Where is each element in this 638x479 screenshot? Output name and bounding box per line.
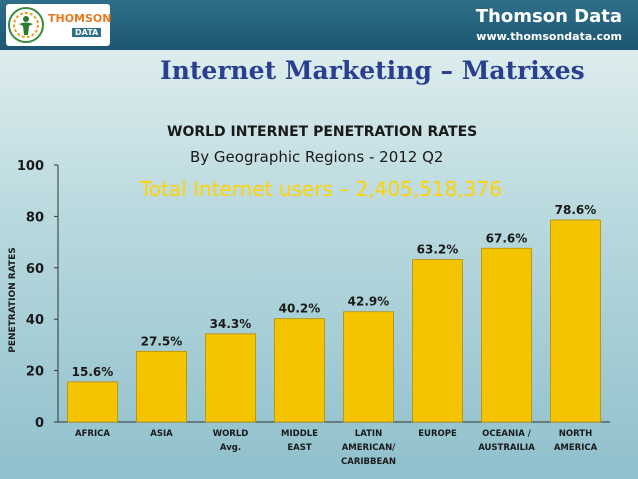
category-label: MIDDLE EAST bbox=[281, 429, 318, 453]
category-label-line: MIDDLE bbox=[281, 429, 318, 439]
data-label: 40.2% bbox=[279, 302, 321, 316]
y-tick-group: 0 20 40 60 80 100 bbox=[17, 159, 58, 431]
category-label-group: AFRICA ASIA WORLD Avg. MIDDLE EAST LATIN AMERIC… bbox=[75, 429, 598, 467]
total-users-annotation: Total Internet users – 2,405,518,376 bbox=[140, 177, 502, 201]
bar bbox=[274, 318, 325, 423]
category-label-line: CARIBBEAN bbox=[341, 457, 396, 467]
category-label-line: EAST bbox=[287, 443, 312, 453]
category-label: OCEANIA / AUSTRAILIA bbox=[478, 429, 535, 453]
data-label: 42.9% bbox=[348, 295, 390, 309]
y-axis-label: PENETRATION RATES bbox=[8, 247, 18, 353]
category-label: WORLD Avg. bbox=[213, 429, 249, 453]
category-label-line: Avg. bbox=[220, 443, 241, 453]
bar bbox=[412, 259, 463, 423]
category-label-line: LATIN bbox=[355, 429, 382, 439]
y-tick-label: 40 bbox=[26, 313, 44, 328]
category-label-line: WORLD bbox=[213, 429, 249, 439]
category-label: EUROPE bbox=[418, 429, 457, 439]
y-tick-label: 100 bbox=[17, 159, 44, 174]
data-label: 34.3% bbox=[210, 317, 252, 331]
brand-name: Thomson Data bbox=[475, 6, 622, 27]
bar bbox=[205, 333, 256, 423]
y-tick-label: 60 bbox=[26, 262, 44, 277]
data-label: 67.6% bbox=[486, 231, 528, 245]
data-label: 63.2% bbox=[417, 243, 459, 257]
logo-subtext: DATA bbox=[72, 28, 102, 37]
category-label-line: OCEANIA / bbox=[482, 429, 532, 439]
bar bbox=[136, 350, 187, 423]
data-label: 15.6% bbox=[72, 365, 114, 379]
category-label-line: ASIA bbox=[150, 429, 173, 439]
bar-group bbox=[67, 219, 601, 423]
data-label: 78.6% bbox=[555, 203, 597, 217]
data-label-group: 15.6% 27.5% 34.3% 40.2% 42.9% 63.2% 67.6% 78.6% bbox=[72, 203, 597, 379]
category-label-line: AMERICA bbox=[554, 443, 598, 453]
logo-text: THOMSON bbox=[48, 12, 112, 25]
category-label: NORTH AMERICA bbox=[554, 429, 598, 453]
bar bbox=[481, 247, 532, 423]
data-label: 27.5% bbox=[141, 334, 183, 348]
category-label-line: AFRICA bbox=[75, 429, 110, 439]
category-label-line: NORTH bbox=[559, 429, 592, 439]
category-label-line: EUROPE bbox=[418, 429, 457, 439]
company-logo[interactable]: THOMSON DATA bbox=[6, 4, 112, 46]
chart-title: WORLD INTERNET PENETRATION RATES bbox=[167, 124, 478, 140]
page-title: Internet Marketing – Matrixes bbox=[160, 56, 585, 85]
category-label: ASIA bbox=[150, 429, 173, 439]
y-tick-label: 0 bbox=[35, 416, 44, 431]
bar bbox=[550, 219, 601, 423]
brand-url[interactable]: www.thomsondata.com bbox=[476, 30, 622, 43]
category-label: LATIN AMERICAN/CARIBBEAN bbox=[341, 429, 396, 467]
bar bbox=[67, 381, 118, 423]
logo-mark-icon bbox=[8, 7, 44, 43]
category-label-line: AMERICAN/ bbox=[342, 443, 396, 453]
bar bbox=[343, 311, 394, 423]
category-label-line: AUSTRAILIA bbox=[478, 443, 535, 453]
header-bar: THOMSON DATA Thomson Data www.thomsondat… bbox=[0, 0, 638, 50]
y-tick-label: 20 bbox=[26, 365, 44, 380]
chart-subtitle: By Geographic Regions - 2012 Q2 bbox=[190, 148, 444, 166]
category-label: AFRICA bbox=[75, 429, 110, 439]
y-tick-label: 80 bbox=[26, 210, 44, 225]
